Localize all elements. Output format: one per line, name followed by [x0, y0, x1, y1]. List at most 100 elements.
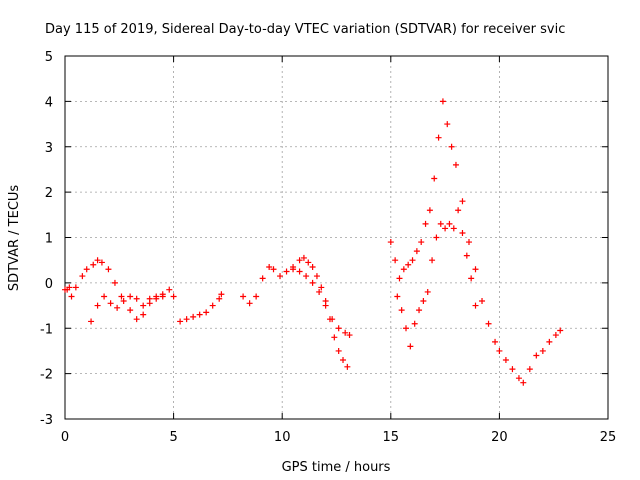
data-point-upper-track [426, 207, 433, 214]
data-point-lower-track [329, 316, 336, 323]
data-point-lower-track [101, 293, 108, 300]
data-point-lower-track [433, 234, 440, 241]
data-point-upper-track [66, 284, 73, 291]
data-point-upper-track [344, 363, 351, 370]
data-point-upper-track [133, 316, 140, 323]
y-tick-label: -2 [40, 368, 53, 383]
x-tick-label: 20 [491, 430, 508, 445]
data-point-lower-track [437, 220, 444, 227]
data-point-upper-track [557, 327, 564, 334]
data-point-upper-track [533, 352, 540, 359]
data-point-lower-track [309, 279, 316, 286]
data-point-lower-track [290, 266, 297, 273]
data-point-lower-track [468, 275, 475, 282]
data-point-lower-track [407, 343, 414, 350]
data-point-lower-track [424, 288, 431, 295]
data-point-upper-track [459, 198, 466, 205]
data-point-lower-track [463, 252, 470, 259]
data-points [62, 98, 564, 386]
data-point-upper-track [392, 257, 399, 264]
data-point-upper-track [177, 318, 184, 325]
data-point-upper-track [409, 257, 416, 264]
data-point-upper-track [166, 286, 173, 293]
data-point-lower-track [442, 225, 449, 232]
data-point-lower-track [316, 288, 323, 295]
data-point-upper-track [79, 273, 86, 280]
data-point-upper-track [552, 332, 559, 339]
data-point-upper-track [331, 334, 338, 341]
data-point-upper-track [387, 239, 394, 246]
data-point-upper-track [509, 366, 516, 373]
data-point-lower-track [296, 268, 303, 275]
data-point-lower-track [446, 220, 453, 227]
data-point-lower-track [88, 318, 95, 325]
data-point-lower-track [450, 225, 457, 232]
data-point-lower-track [127, 293, 134, 300]
data-point-upper-track [240, 293, 247, 300]
data-point-upper-track [196, 311, 203, 318]
data-point-lower-track [429, 257, 436, 264]
y-tick-label: 0 [45, 277, 53, 292]
data-point-upper-track [277, 273, 284, 280]
data-point-lower-track [411, 320, 418, 327]
data-point-upper-track [218, 291, 225, 298]
y-tick-labels: -3 -2 -1 0 1 2 3 4 5 [40, 50, 53, 428]
data-point-upper-track [300, 254, 307, 261]
x-tick-label: 10 [274, 430, 291, 445]
data-point-upper-track [472, 266, 479, 273]
x-tick-label: 15 [383, 430, 400, 445]
data-point-upper-track [515, 375, 522, 382]
data-point-lower-track [342, 329, 349, 336]
data-point-upper-track [83, 266, 90, 273]
data-point-upper-track [452, 161, 459, 168]
data-point-upper-track [448, 143, 455, 150]
data-point-upper-track [418, 239, 425, 246]
data-point-upper-track [309, 263, 316, 270]
data-point-upper-track [465, 239, 472, 246]
data-point-upper-track [140, 311, 147, 318]
data-point-upper-track [318, 284, 325, 291]
data-point-upper-track [502, 357, 509, 364]
data-point-upper-track [266, 263, 273, 270]
data-point-upper-track [340, 357, 347, 364]
data-point-upper-track [118, 293, 125, 300]
data-point-upper-track [183, 316, 190, 323]
x-tick-labels: 0 5 10 15 20 25 [61, 430, 616, 445]
data-point-upper-track [72, 284, 79, 291]
data-point-upper-track [246, 300, 253, 307]
data-point-upper-track [283, 268, 290, 275]
data-point-upper-track [400, 266, 407, 273]
data-point-upper-track [444, 121, 451, 128]
data-point-lower-track [420, 298, 427, 305]
data-point-upper-track [253, 293, 260, 300]
data-point-upper-track [209, 302, 216, 309]
data-point-lower-track [335, 325, 342, 332]
data-point-upper-track [422, 220, 429, 227]
y-tick-label: -1 [40, 322, 53, 337]
data-point-upper-track [485, 320, 492, 327]
y-tick-label: 4 [45, 95, 53, 110]
data-point-upper-track [520, 379, 527, 386]
x-axis-label: GPS time / hours [282, 460, 391, 475]
data-point-lower-track [455, 207, 462, 214]
data-point-lower-track [140, 302, 147, 309]
data-point-lower-track [472, 302, 479, 309]
data-point-upper-track [170, 293, 177, 300]
y-tick-label: -3 [40, 413, 53, 428]
data-point-lower-track [394, 293, 401, 300]
data-point-upper-track [111, 279, 118, 286]
data-point-upper-track [492, 338, 499, 345]
data-point-upper-track [479, 298, 486, 305]
data-point-lower-track [94, 302, 101, 309]
data-point-upper-track [396, 275, 403, 282]
data-point-lower-track [322, 302, 329, 309]
data-point-lower-track [120, 298, 127, 305]
data-point-upper-track [127, 307, 134, 314]
data-point-lower-track [403, 325, 410, 332]
data-point-lower-track [159, 293, 166, 300]
data-point-lower-track [133, 295, 140, 302]
data-point-upper-track [94, 257, 101, 264]
data-point-upper-track [435, 134, 442, 141]
data-point-lower-track [153, 295, 160, 302]
